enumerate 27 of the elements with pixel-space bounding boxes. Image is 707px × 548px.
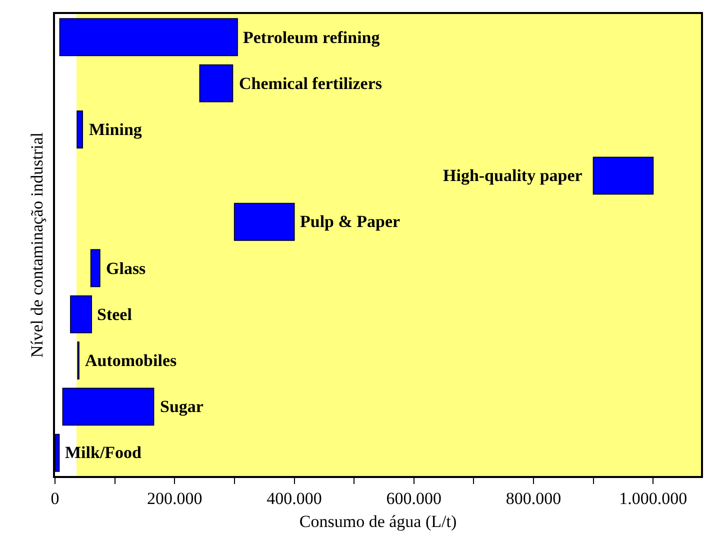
bar xyxy=(70,295,92,334)
bar xyxy=(234,202,295,241)
x-tick-label: 1.000.000 xyxy=(619,489,688,508)
x-tick-label: 400.000 xyxy=(266,489,322,508)
bar xyxy=(90,249,100,288)
bar xyxy=(76,110,84,148)
y-tick-label: Pulp & Paper xyxy=(300,212,401,231)
y-tick-label: Chemical fertilizers xyxy=(239,74,382,93)
x-tick-label: 800.000 xyxy=(506,489,562,508)
y-tick-label: Milk/Food xyxy=(65,443,142,462)
x-tick-label: 600.000 xyxy=(386,489,442,508)
bar xyxy=(592,156,654,195)
y-tick-label: Glass xyxy=(106,259,146,278)
bar xyxy=(62,388,154,426)
bar xyxy=(55,434,60,472)
bar xyxy=(199,64,234,102)
x-axis-title: Consumo de água (L/t) xyxy=(299,512,457,532)
y-tick-label: High-quality paper xyxy=(443,166,583,185)
bar xyxy=(59,18,238,56)
x-tick-label: 200.000 xyxy=(147,489,202,508)
y-tick-label: Petroleum refining xyxy=(243,28,380,47)
y-tick-label: Sugar xyxy=(160,397,204,416)
x-tick-label: 0 xyxy=(50,489,60,508)
y-tick-label: Automobiles xyxy=(85,351,177,370)
y-axis-title: Nível de contaminação industrial xyxy=(27,132,46,358)
y-tick-label: Steel xyxy=(97,305,132,324)
y-tick-label: Mining xyxy=(89,120,142,139)
